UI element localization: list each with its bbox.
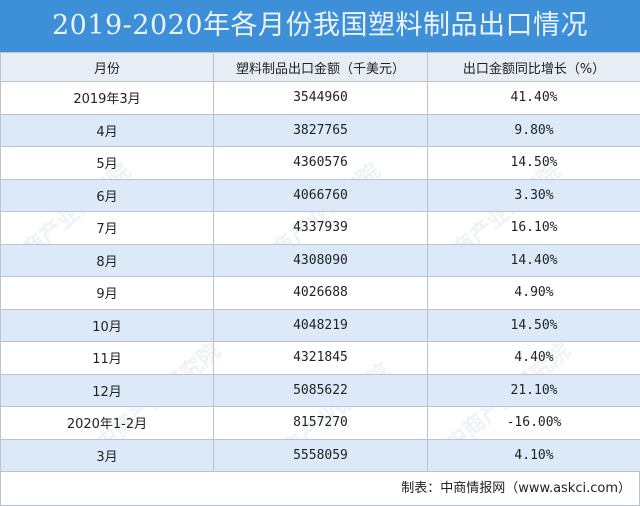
month-cell: 10月: [0, 308, 214, 342]
growth-cell: 4.10%: [427, 438, 640, 472]
month-cell: 8月: [0, 243, 214, 277]
amount-cell: 4337939: [213, 211, 428, 245]
export-table: 月份 塑料制品出口金额（千美元） 出口金额同比增长（%） 2019年3月 3544…: [0, 52, 640, 472]
month-cell: 2020年1-2月: [0, 406, 214, 440]
month-cell: 4月: [0, 113, 214, 147]
growth-cell: 4.40%: [427, 341, 640, 375]
amount-cell: 4066760: [213, 178, 428, 212]
table-row: 3月 5558059 4.10%: [0, 438, 640, 472]
source-note: 制表：中商情报网（www.askci.com）: [0, 472, 640, 506]
amount-cell: 5558059: [213, 438, 428, 472]
amount-cell: 8157270: [213, 406, 428, 440]
month-cell: 6月: [0, 178, 214, 212]
growth-cell: 14.40%: [427, 243, 640, 277]
table-header-row: 月份 塑料制品出口金额（千美元） 出口金额同比增长（%）: [0, 52, 640, 82]
growth-cell: 16.10%: [427, 211, 640, 245]
growth-cell: 41.40%: [427, 81, 640, 115]
month-cell: 11月: [0, 341, 214, 375]
page-title: 2019-2020年各月份我国塑料制品出口情况: [0, 0, 640, 52]
amount-cell: 4321845: [213, 341, 428, 375]
table-row: 9月 4026688 4.90%: [0, 276, 640, 310]
amount-cell: 4308090: [213, 243, 428, 277]
month-cell: 2019年3月: [0, 81, 214, 115]
amount-cell: 3827765: [213, 113, 428, 147]
growth-cell: -16.00%: [427, 406, 640, 440]
amount-cell: 3544960: [213, 81, 428, 115]
column-header-month: 月份: [0, 52, 214, 82]
table-row: 2019年3月 3544960 41.40%: [0, 81, 640, 115]
growth-cell: 21.10%: [427, 373, 640, 407]
table-row: 11月 4321845 4.40%: [0, 341, 640, 375]
growth-cell: 14.50%: [427, 308, 640, 342]
growth-cell: 3.30%: [427, 178, 640, 212]
table-row: 6月 4066760 3.30%: [0, 178, 640, 212]
growth-cell: 4.90%: [427, 276, 640, 310]
month-cell: 12月: [0, 373, 214, 407]
table-row: 8月 4308090 14.40%: [0, 243, 640, 277]
amount-cell: 4026688: [213, 276, 428, 310]
amount-cell: 4048219: [213, 308, 428, 342]
table-row: 12月 5085622 21.10%: [0, 373, 640, 407]
source-text: 制表：中商情报网（www.askci.com）: [401, 481, 631, 496]
month-cell: 9月: [0, 276, 214, 310]
month-cell: 5月: [0, 146, 214, 180]
table-row: 2020年1-2月 8157270 -16.00%: [0, 406, 640, 440]
table-row: 7月 4337939 16.10%: [0, 211, 640, 245]
amount-cell: 5085622: [213, 373, 428, 407]
column-header-growth: 出口金额同比增长（%）: [427, 52, 640, 82]
table-row: 10月 4048219 14.50%: [0, 308, 640, 342]
table-row: 5月 4360576 14.50%: [0, 146, 640, 180]
growth-cell: 9.80%: [427, 113, 640, 147]
column-header-amount: 塑料制品出口金额（千美元）: [213, 52, 428, 82]
table-row: 4月 3827765 9.80%: [0, 113, 640, 147]
month-cell: 3月: [0, 438, 214, 472]
growth-cell: 14.50%: [427, 146, 640, 180]
month-cell: 7月: [0, 211, 214, 245]
amount-cell: 4360576: [213, 146, 428, 180]
